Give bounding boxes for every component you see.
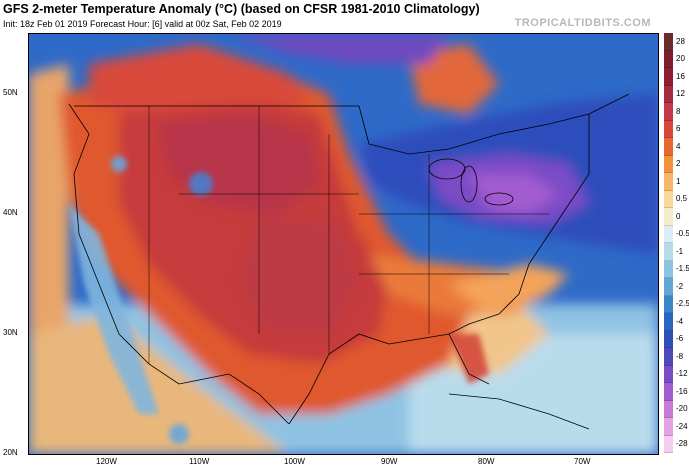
color-scale-swatch (664, 260, 673, 278)
lat-label-50n: 50N (3, 88, 18, 97)
color-scale-label: -4 (676, 316, 684, 326)
lon-label-100w: 100W (284, 457, 305, 466)
color-scale-label: -2.5 (676, 299, 689, 309)
lon-label-120w: 120W (96, 457, 117, 466)
color-scale-label: -20 (676, 404, 688, 414)
lon-label-80w: 80W (478, 457, 495, 466)
color-scale-label: -2 (676, 281, 684, 291)
color-scale-swatch (664, 313, 673, 331)
lon-label-110w: 110W (189, 457, 210, 466)
color-scale-label: 0 (676, 211, 681, 221)
color-scale-swatch (664, 173, 673, 191)
color-scale-swatch (664, 348, 673, 366)
color-scale-label: 6 (676, 124, 681, 134)
color-scale-swatch (664, 155, 673, 173)
color-scale-swatch (664, 330, 673, 348)
lon-label-70w: 70W (574, 457, 591, 466)
color-scale-label: -6 (676, 334, 684, 344)
color-scale-swatch (664, 435, 673, 453)
color-scale-swatch (664, 418, 673, 436)
color-scale-label: 4 (676, 141, 681, 151)
color-scale-swatch (664, 295, 673, 313)
color-scale-label: -8 (676, 351, 684, 361)
color-scale-label: 28 (676, 36, 685, 46)
color-scale-swatch (664, 400, 673, 418)
color-scale-label: 2 (676, 159, 681, 169)
color-scale-swatch (664, 50, 673, 68)
color-scale-label: 8 (676, 106, 681, 116)
color-scale-label: 16 (676, 71, 685, 81)
lat-label-30n: 30N (3, 328, 18, 337)
color-scale-swatch (664, 138, 673, 156)
lat-label-40n: 40N (3, 208, 18, 217)
anomaly-map-svg (29, 34, 658, 454)
color-scale-swatch (664, 208, 673, 226)
color-scale-swatch (664, 243, 673, 261)
color-scale-label: 12 (676, 89, 685, 99)
color-scale-swatch (664, 120, 673, 138)
color-scale-swatch (664, 190, 673, 208)
color-scale-swatch (664, 225, 673, 243)
lat-label-20n: 20N (3, 448, 18, 457)
color-scale-swatch (664, 85, 673, 103)
color-scale-label: 20 (676, 54, 685, 64)
color-scale-swatch (664, 383, 673, 401)
color-scale-label: -28 (676, 439, 688, 449)
map-title: GFS 2-meter Temperature Anomaly (°C) (ba… (3, 2, 480, 16)
color-scale-swatch (664, 365, 673, 383)
color-scale-label: -24 (676, 421, 688, 431)
color-scale-label: 0.5 (676, 194, 688, 204)
color-scale-label: 1 (676, 176, 681, 186)
color-scale-swatch (664, 68, 673, 86)
anomaly-map (28, 33, 659, 455)
color-scale-label: -1.5 (676, 264, 689, 274)
color-scale-legend: 28 20 16 12 8 6 4 2 1 0.5 0 -0.5 -1 -1.5 -2 -2.5 -4 -6 -8 -… (664, 33, 689, 453)
color-scale-swatch (664, 278, 673, 296)
color-scale-label: -0.5 (676, 229, 689, 239)
color-scale-swatch (664, 103, 673, 121)
color-scale-label: -12 (676, 369, 688, 379)
map-subtitle: Init: 18z Feb 01 2019 Forecast Hour: [6]… (3, 19, 282, 29)
color-scale-swatch (664, 33, 673, 51)
color-scale-label: -16 (676, 386, 688, 396)
lon-label-90w: 90W (381, 457, 398, 466)
brand-watermark: TROPICALTIDBITS.COM (514, 17, 651, 29)
color-scale-label: -1 (676, 246, 684, 256)
